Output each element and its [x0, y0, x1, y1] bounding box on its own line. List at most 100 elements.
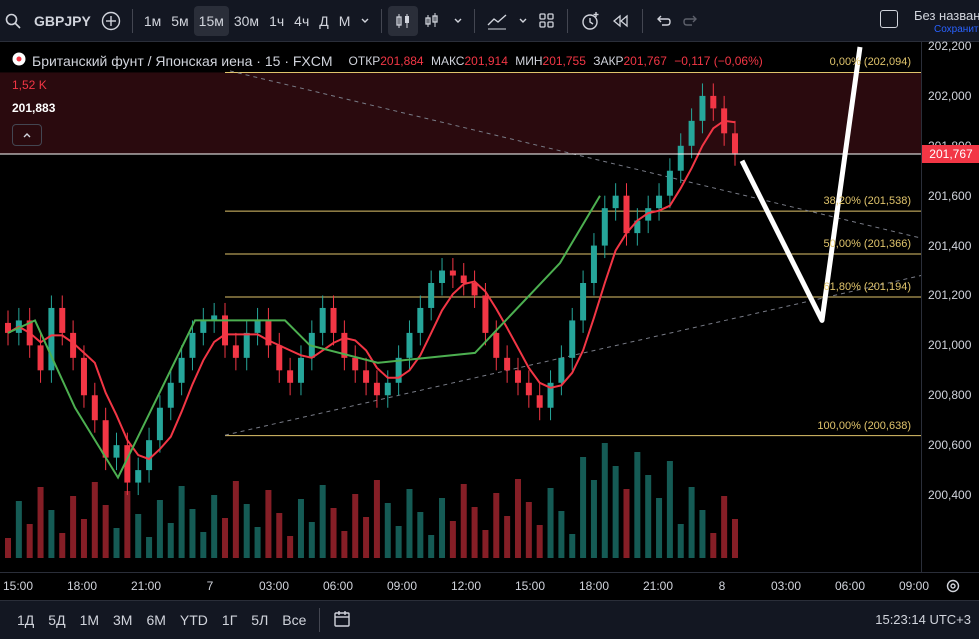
volume-bar [200, 532, 207, 558]
time-tick-label: 18:00 [66, 579, 98, 593]
price-tick-label: 200,600 [928, 438, 972, 453]
interval-month[interactable]: М [338, 12, 351, 29]
layout-grid-icon[interactable] [533, 6, 561, 36]
legend-symbol-title[interactable]: Британский фунт / Японская иена · 15 · F… [32, 52, 333, 69]
candle-body [634, 220, 641, 234]
time-scale[interactable]: 15:00 18:00 21:00 7 03:00 06:00 09:00 12:00 15:0… [0, 572, 979, 600]
layout-save-checkbox[interactable] [880, 10, 898, 28]
volume-bar [287, 536, 294, 558]
interval-15m[interactable]: 15м [193, 5, 229, 36]
price-tick-label: 201,000 [928, 338, 972, 353]
candle-body [623, 195, 630, 234]
candles-icon[interactable] [388, 5, 419, 36]
fib-level-label: 61,80% (201,194) [823, 280, 911, 293]
volume-bar [308, 522, 315, 558]
collapse-legend-button[interactable] [12, 124, 42, 146]
price-scale[interactable]: 202,200202,000201,800201,600201,400201,2… [921, 39, 979, 572]
indicator-template-icon[interactable] [418, 6, 448, 36]
volume-bar [395, 526, 402, 558]
candle-body [5, 322, 11, 333]
toolbar-divider [319, 608, 321, 632]
candle-body [536, 395, 543, 408]
range-button[interactable]: 6М [146, 612, 166, 628]
volume-bar [211, 495, 218, 558]
volume-bar [48, 510, 55, 558]
candle-body [135, 470, 142, 483]
range-button[interactable]: 1Г [221, 612, 238, 628]
replay-icon[interactable] [606, 6, 636, 36]
interval-day[interactable]: Д [319, 12, 329, 29]
volume-bar [514, 479, 521, 558]
volume-bar [493, 493, 500, 558]
candle-body [395, 357, 402, 383]
compare-add-icon[interactable] [96, 6, 126, 36]
interval-5m[interactable]: 5м [171, 12, 189, 29]
layout-name[interactable]: Без назван [914, 8, 979, 23]
volume-bar [59, 533, 66, 558]
chevron-down-icon[interactable] [513, 6, 533, 36]
alert-clock-icon[interactable] [574, 6, 606, 36]
clock-timezone[interactable]: 15:23:14 UTC+3 [875, 612, 971, 627]
candle-body [677, 145, 684, 171]
toolbar-divider [474, 8, 476, 33]
candle-body [710, 95, 717, 109]
undo-icon[interactable] [649, 6, 677, 36]
candle-body [471, 283, 478, 296]
volume-bar [243, 504, 250, 558]
volume-bar [156, 500, 163, 558]
chevron-down-icon[interactable] [448, 6, 468, 36]
settings-gear-icon[interactable] [945, 578, 961, 599]
range-button[interactable]: 1М [79, 612, 100, 628]
range-button[interactable]: 1Д [17, 612, 35, 628]
interval-1m[interactable]: 1м [143, 12, 162, 29]
close-value: 201,767 [623, 53, 667, 68]
volume-bar [612, 466, 619, 558]
interval-30m[interactable]: 30м [233, 12, 260, 29]
high-label: МАКС [430, 53, 465, 68]
candle-body [146, 440, 153, 471]
search-icon[interactable] [0, 6, 26, 36]
candle-body [406, 332, 413, 358]
redo-icon[interactable] [677, 6, 705, 36]
volume-bar [590, 480, 597, 558]
volume-bar [666, 461, 673, 558]
volume-bar [439, 498, 446, 558]
calendar-go-to-date-icon[interactable] [326, 610, 358, 631]
fib-level-label: 0,00% (202,094) [829, 56, 911, 69]
volume-bar [460, 484, 467, 558]
volume-bar [232, 481, 239, 558]
indicators-icon[interactable] [481, 6, 513, 36]
volume-bar [363, 517, 370, 558]
range-button[interactable]: Все [282, 612, 307, 628]
candle-body [645, 208, 652, 221]
time-tick-label: 03:00 [258, 579, 290, 593]
candle-body [580, 283, 587, 321]
volume-bar [146, 537, 153, 558]
price-tick-label: 202,200 [928, 39, 972, 53]
volume-bar [102, 505, 109, 558]
interval-dropdown-chevron-icon[interactable] [355, 6, 375, 36]
candle-body [37, 345, 44, 371]
candle-body [590, 245, 597, 283]
range-button[interactable]: 5Л [251, 612, 269, 628]
candle-body [124, 445, 131, 483]
volume-bar [167, 523, 174, 558]
candle-body [319, 307, 326, 333]
chart-pane[interactable] [0, 42, 922, 572]
range-button[interactable]: YTD [179, 612, 208, 628]
layout-save-status[interactable]: Сохранить [934, 24, 979, 35]
interval-4h[interactable]: 4ч [294, 12, 310, 29]
range-button[interactable]: 3М [113, 612, 133, 628]
volume-bar [525, 502, 532, 558]
ohlc-values: ОТКР201,884 МАКС201,914 МИН201,755 ЗАКР2… [349, 54, 767, 68]
volume-bar [428, 535, 435, 558]
range-button[interactable]: 5Д [48, 612, 66, 628]
change-value: −0,117 (−0,06%) [674, 53, 763, 68]
volume-bar [330, 508, 337, 558]
volume-bar [677, 524, 684, 558]
volume-bar [601, 443, 608, 558]
interval-1h[interactable]: 1ч [269, 12, 285, 29]
price-range-highlight [0, 72, 921, 155]
symbol-search-button[interactable]: GBPJPY [34, 12, 91, 29]
chart-legend: Британский фунт / Японская иена · 15 · F… [12, 52, 767, 69]
